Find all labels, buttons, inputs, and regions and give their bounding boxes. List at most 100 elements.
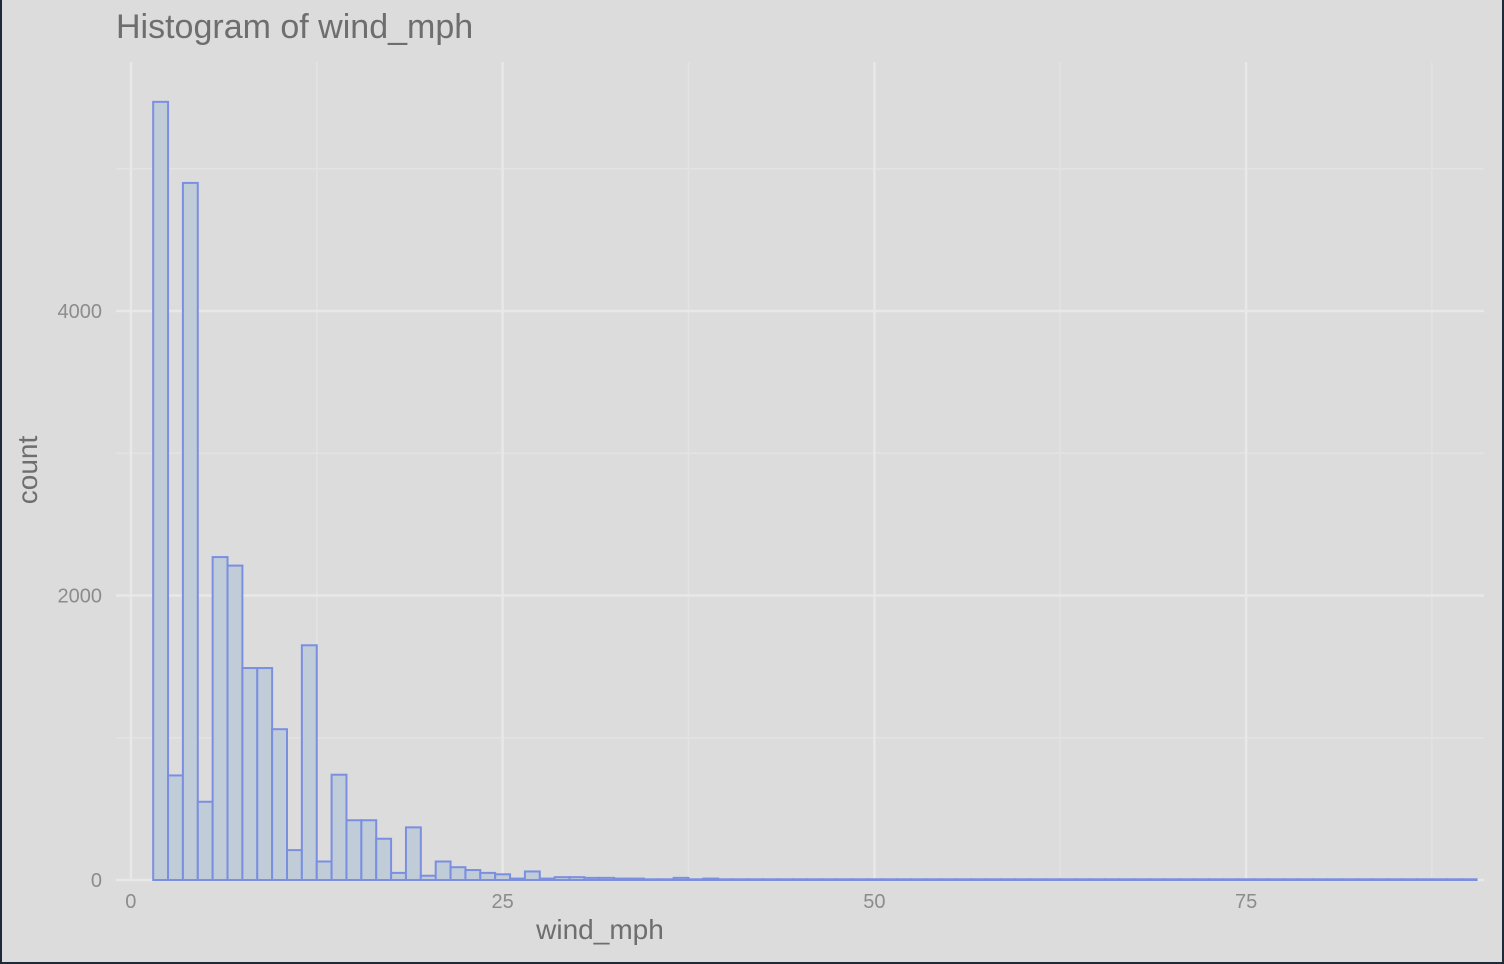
histogram-bar	[1237, 878, 1255, 882]
x-axis-label: wind_mph	[536, 914, 664, 945]
histogram-bar	[479, 871, 497, 882]
histogram-bar	[583, 876, 601, 882]
chart-title: Histogram of wind_mph	[116, 8, 474, 46]
histogram-bar	[1222, 878, 1240, 882]
histogram-bar	[1118, 878, 1136, 882]
histogram-bar	[1341, 878, 1359, 882]
histogram-bar	[553, 876, 571, 882]
histogram-bar	[925, 878, 943, 882]
histogram-bar	[836, 878, 854, 882]
histogram-bar	[419, 874, 437, 882]
histogram-bar	[1267, 878, 1285, 882]
histogram-bar	[880, 878, 898, 882]
histogram-bar	[702, 877, 720, 882]
histogram-bar	[657, 878, 675, 882]
x-tick-labels: 0 25 50 75	[125, 891, 1257, 913]
histogram-bar	[464, 869, 482, 882]
histogram-bar	[1416, 878, 1433, 882]
histogram-bar	[167, 774, 184, 881]
y-tick-label: 0	[91, 870, 102, 892]
histogram-bar	[1133, 878, 1151, 882]
x-tick-label: 25	[491, 891, 513, 913]
histogram-bar	[1460, 878, 1478, 882]
histogram-bar	[404, 826, 422, 881]
histogram-bar	[895, 878, 913, 882]
histogram-bar	[1193, 878, 1210, 882]
histogram-bar	[999, 878, 1017, 882]
histogram-bar	[360, 819, 378, 881]
y-tick-label: 2000	[58, 585, 103, 607]
histogram-bar	[434, 860, 452, 882]
histogram-bar	[241, 667, 259, 881]
histogram-bar	[345, 819, 363, 881]
histogram-bar	[1029, 878, 1047, 882]
histogram-bar	[628, 877, 645, 882]
histogram-bar	[330, 773, 348, 881]
histogram-bar	[1297, 878, 1315, 882]
histogram-bar	[1356, 878, 1374, 882]
histogram-bar	[152, 100, 170, 881]
histogram-bar	[211, 556, 229, 881]
histogram-bar	[1401, 878, 1419, 882]
histogram-bar	[940, 878, 958, 882]
histogram-bar	[1252, 878, 1270, 882]
histogram-bar	[1207, 878, 1225, 882]
histogram-bar	[1074, 878, 1091, 882]
histogram-bar	[717, 878, 735, 882]
histogram-bar	[865, 878, 883, 882]
histogram-bar	[1059, 878, 1077, 882]
histogram-bar	[494, 873, 512, 882]
histogram-bar	[672, 876, 690, 882]
histogram-bar	[196, 800, 214, 882]
histogram-bar	[746, 878, 764, 882]
histogram-bar	[984, 878, 1002, 882]
histogram-bar	[271, 728, 288, 882]
histogram-bar	[509, 877, 526, 882]
x-tick-label: 50	[863, 891, 885, 913]
histogram-bar	[1148, 878, 1166, 882]
histogram-bar	[955, 878, 972, 882]
histogram-bar	[821, 878, 839, 882]
y-tick-label: 4000	[58, 301, 103, 323]
histogram-bar	[375, 837, 393, 881]
histogram-bar	[1282, 878, 1300, 882]
histogram-bar	[300, 644, 318, 882]
grid-lines	[116, 62, 1484, 882]
histogram-bar	[1103, 878, 1121, 882]
histogram-bar	[315, 860, 333, 882]
histogram-bar	[761, 878, 779, 882]
histogram-bars	[152, 100, 1478, 882]
histogram-bar	[568, 876, 586, 882]
histogram-bar	[256, 667, 274, 881]
histogram-bar	[1430, 878, 1448, 882]
histogram-bar	[390, 871, 407, 882]
y-tick-labels: 0 2000 4000	[58, 301, 103, 892]
histogram-bar	[226, 564, 244, 881]
histogram-bar	[642, 878, 660, 882]
histogram-bar	[286, 849, 303, 882]
histogram-bar	[970, 878, 987, 882]
histogram-bar	[1088, 878, 1106, 882]
histogram-bar	[449, 866, 467, 882]
histogram-bar	[1326, 878, 1344, 882]
y-axis-label: count	[12, 435, 43, 505]
histogram-bar	[687, 878, 705, 882]
histogram-bar	[1386, 878, 1404, 882]
histogram-bar	[851, 878, 868, 882]
histogram-bar	[732, 878, 749, 882]
histogram-bar	[1445, 878, 1463, 882]
histogram-bar	[1163, 878, 1181, 882]
histogram-bar	[910, 878, 928, 882]
x-tick-label: 0	[125, 891, 136, 913]
histogram-bar	[598, 876, 616, 882]
histogram-bar	[613, 877, 630, 882]
histogram-bar	[1044, 878, 1062, 882]
histogram-bar	[776, 878, 794, 882]
histogram-bar	[1178, 878, 1196, 882]
histogram-bar	[1371, 878, 1389, 882]
histogram-bar	[1312, 878, 1329, 882]
x-tick-label: 75	[1235, 891, 1257, 913]
histogram-bar	[806, 878, 824, 882]
histogram-bar	[538, 877, 556, 882]
